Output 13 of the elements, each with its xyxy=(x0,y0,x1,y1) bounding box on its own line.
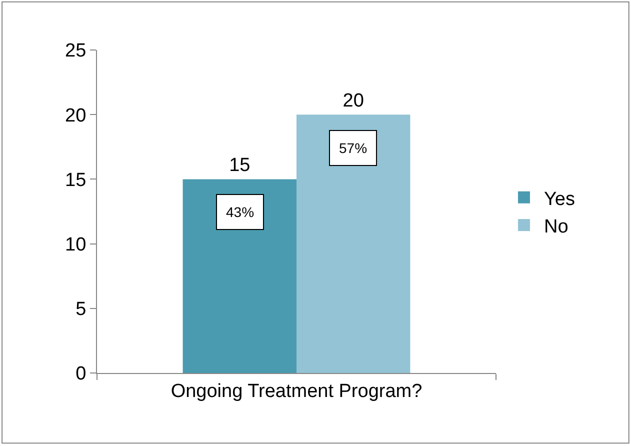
y-tick-label: 15 xyxy=(65,170,86,191)
y-tick-label: 5 xyxy=(76,299,86,320)
y-tick-label: 10 xyxy=(65,234,86,256)
legend-label: Yes xyxy=(544,188,575,210)
x-tick-label: Ongoing Treatment Program? xyxy=(170,380,422,402)
legend-label: No xyxy=(544,216,568,238)
y-tick-label: 20 xyxy=(65,105,86,126)
annotation: 57% xyxy=(339,140,368,156)
annotation: 43% xyxy=(226,204,254,220)
data-label: 15 xyxy=(229,155,250,176)
y-tick-label: 25 xyxy=(65,40,86,62)
data-label: 20 xyxy=(342,90,364,112)
y-tick-label: 0 xyxy=(76,364,86,385)
